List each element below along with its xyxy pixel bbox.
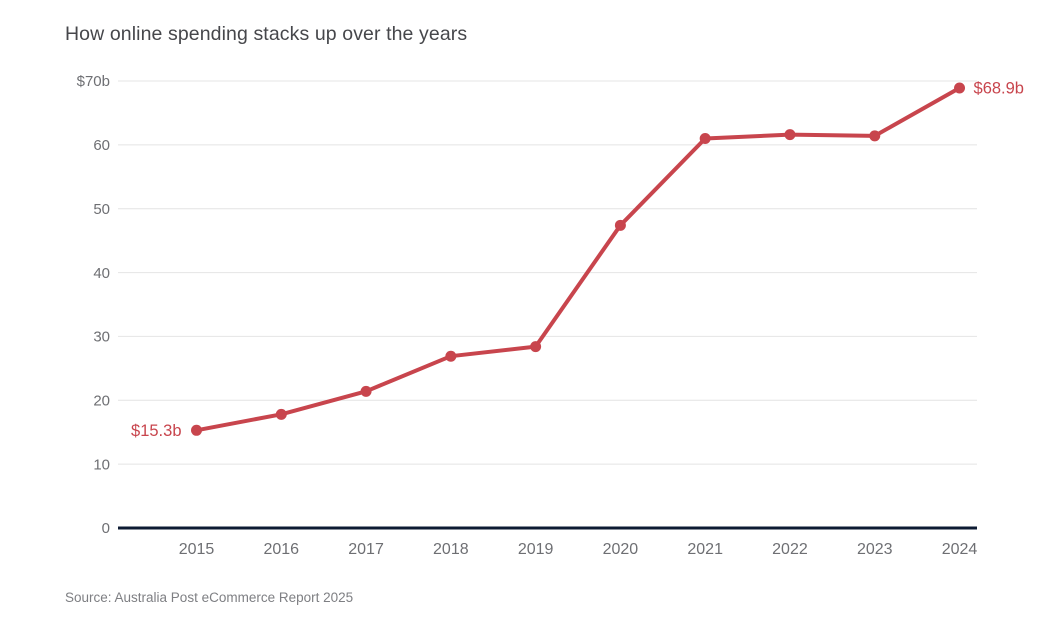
data-point-marker xyxy=(614,219,626,231)
x-tick-label: 2021 xyxy=(687,541,723,558)
data-point-marker xyxy=(530,341,542,353)
data-point-marker xyxy=(699,132,711,144)
x-tick-label: 2016 xyxy=(263,541,299,558)
x-tick-label: 2017 xyxy=(348,541,384,558)
data-point-marker xyxy=(191,424,202,436)
y-tick-label: 30 xyxy=(93,329,110,346)
annotations-group: $15.3b $68.9b xyxy=(131,80,1024,440)
source-note: Source: Australia Post eCommerce Report … xyxy=(65,590,354,605)
y-axis-labels-group: 0 10 20 30 40 50 60 $70b xyxy=(77,73,110,537)
x-axis-labels-group: 2015 2016 2017 2018 2019 2020 2021 2022 2023 2024 xyxy=(179,541,978,558)
x-tick-label: 2019 xyxy=(518,541,554,558)
y-tick-label: 60 xyxy=(93,137,110,154)
y-tick-label: $70b xyxy=(77,73,110,90)
data-point-marker xyxy=(954,82,966,94)
data-point-marker xyxy=(445,350,457,362)
y-tick-label: 40 xyxy=(93,265,110,282)
data-point-marker xyxy=(784,129,796,141)
chart-title: How online spending stacks up over the y… xyxy=(65,23,468,45)
y-tick-label: 20 xyxy=(93,392,110,409)
point-value-label: $68.9b xyxy=(974,80,1024,98)
data-point-marker xyxy=(869,130,881,142)
point-value-label: $15.3b xyxy=(131,422,181,440)
x-tick-label: 2020 xyxy=(603,541,639,558)
y-tick-label: 50 xyxy=(93,201,110,218)
x-tick-label: 2018 xyxy=(433,541,469,558)
y-tick-label: 10 xyxy=(93,456,110,473)
x-tick-label: 2023 xyxy=(857,541,893,558)
series-group xyxy=(191,82,966,436)
series-line xyxy=(194,86,962,433)
x-tick-label: 2022 xyxy=(772,541,808,558)
data-point-marker xyxy=(360,385,372,397)
y-tick-label: 0 xyxy=(102,520,110,537)
x-tick-label: 2024 xyxy=(942,541,978,558)
gridlines-group xyxy=(118,80,977,530)
x-tick-label: 2015 xyxy=(179,541,215,558)
data-point-marker xyxy=(275,408,287,420)
